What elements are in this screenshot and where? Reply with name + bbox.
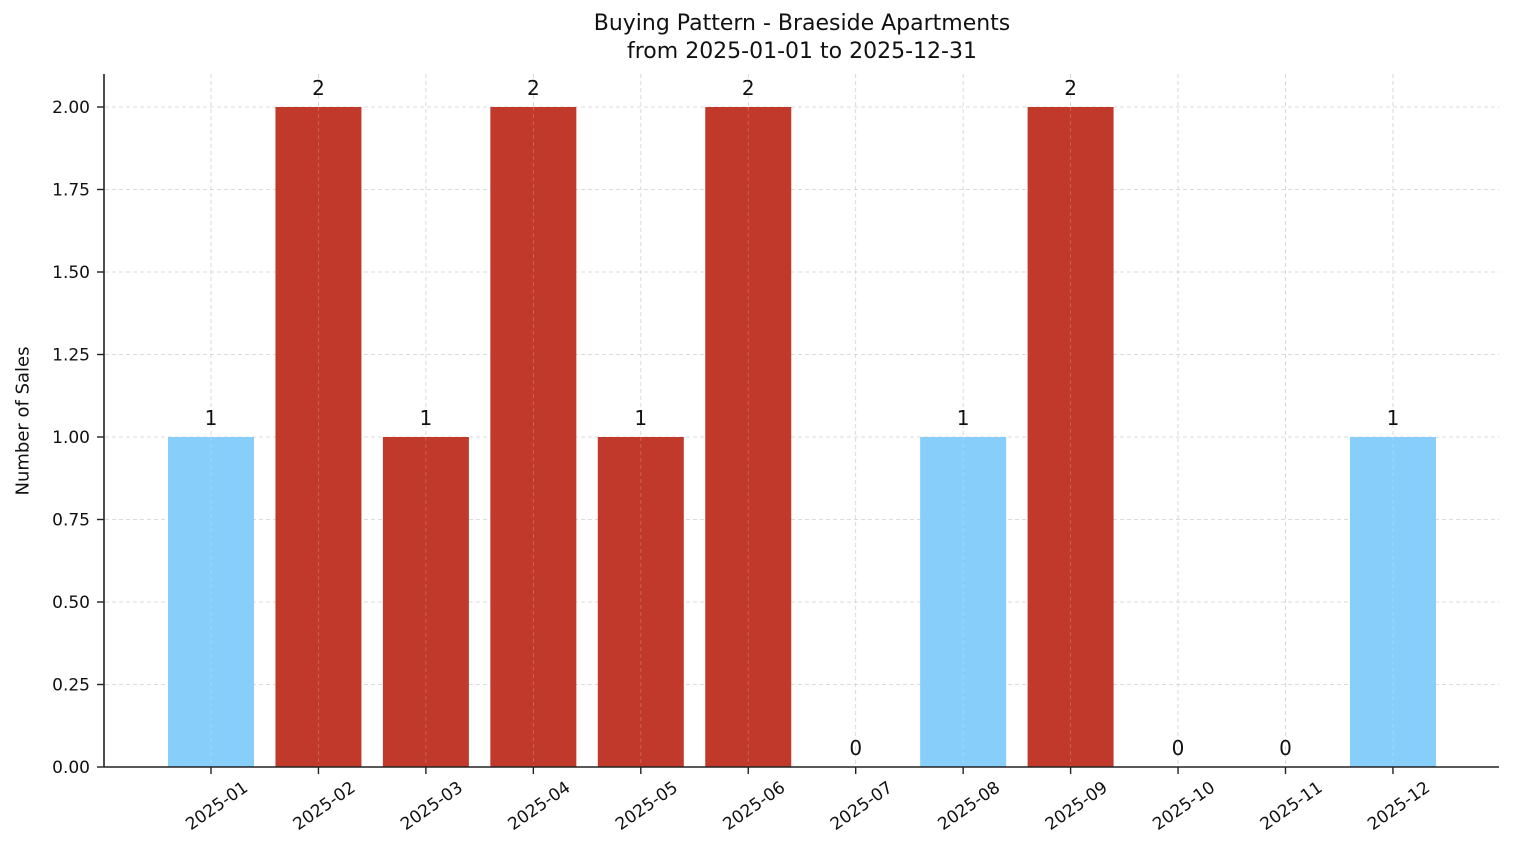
x-tick-label: 2025-01: [182, 778, 252, 835]
data-label: 2: [742, 76, 755, 100]
y-tick-label: 2.00: [52, 98, 90, 118]
bar-2025-06: [705, 107, 792, 767]
x-tick-label: 2025-08: [934, 778, 1004, 835]
y-tick-label: 1.00: [52, 428, 90, 448]
data-label: 0: [849, 736, 862, 760]
chart-title: Buying Pattern - Braeside Apartments fro…: [0, 10, 1514, 66]
bar-2025-01: [168, 437, 254, 767]
data-label: 1: [957, 406, 970, 430]
x-tick-label: 2025-06: [719, 778, 789, 835]
x-tick-label: 2025-10: [1149, 778, 1219, 835]
y-tick-label: 1.75: [52, 181, 90, 201]
y-tick-label: 0.50: [52, 593, 90, 613]
bar-2025-05: [597, 437, 684, 767]
x-tick-label: 2025-12: [1364, 778, 1434, 835]
data-label: 1: [420, 406, 433, 430]
bar-2025-12: [1349, 437, 1436, 767]
data-labels: 1 2 1 2 1 2 0 1 2 0 0 1: [205, 76, 1400, 760]
data-label: 2: [527, 76, 540, 100]
x-tick-label: 2025-04: [505, 778, 575, 835]
y-tick-label: 0.75: [52, 511, 90, 531]
y-tick-label: 1.25: [52, 346, 90, 366]
data-label: 0: [1279, 736, 1292, 760]
bar-2025-04: [490, 107, 577, 767]
bar-2025-08: [920, 437, 1007, 767]
y-tick-label: 1.50: [52, 263, 90, 283]
x-tick-label: 2025-03: [397, 778, 467, 835]
x-tick-label: 2025-07: [827, 778, 897, 835]
chart-title-main: Buying Pattern - Braeside Apartments: [593, 11, 1011, 36]
bars: [168, 107, 1436, 767]
data-label: 2: [1064, 76, 1077, 100]
x-tick-label: 2025-05: [612, 778, 682, 835]
y-tick-label: 0.00: [52, 758, 90, 778]
bar-2025-02: [275, 107, 362, 767]
bar-2025-09: [1027, 107, 1114, 767]
bar-2025-03: [382, 437, 469, 767]
data-label: 1: [1387, 406, 1400, 430]
data-label: 1: [205, 406, 218, 430]
y-tick-label: 0.25: [52, 676, 90, 696]
grid-lines-over-bars: [210, 107, 1394, 766]
x-axis-ticks: 2025-01 2025-02 2025-03 2025-04 2025-05 2025-…: [182, 767, 1434, 835]
x-tick-label: 2025-02: [290, 778, 360, 835]
data-label: 2: [312, 76, 325, 100]
data-label: 1: [634, 406, 647, 430]
data-label: 0: [1172, 736, 1185, 760]
y-axis-ticks: 0.00 0.25 0.50 0.75 1.00 1.25 1.50 1.75 2.00: [52, 98, 104, 778]
x-tick-label: 2025-11: [1257, 778, 1327, 835]
chart-subtitle: from 2025-01-01 to 2025-12-31: [627, 39, 977, 64]
x-tick-label: 2025-09: [1042, 778, 1112, 835]
